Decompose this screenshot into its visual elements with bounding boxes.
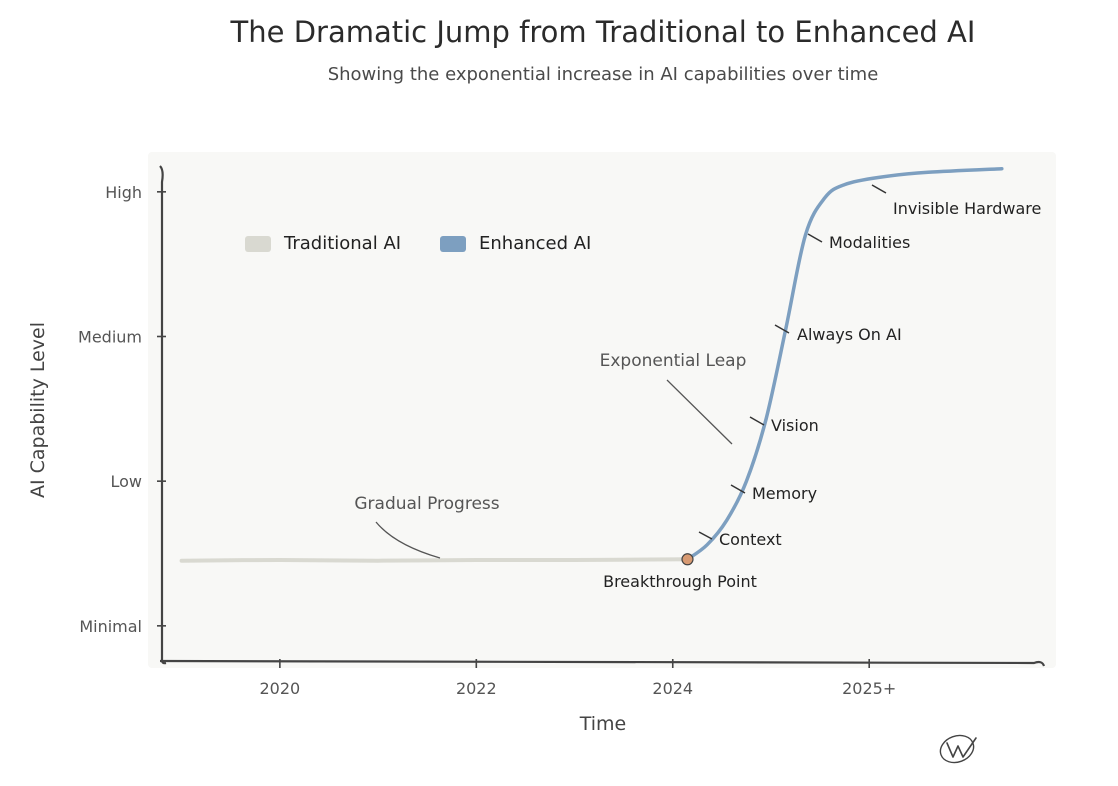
- milestone-context-label: Context: [719, 530, 782, 549]
- y-ticks: Minimal Low Medium High: [78, 183, 166, 636]
- milestone-memory: Memory: [730, 484, 817, 503]
- x-axis-line: [159, 659, 1046, 667]
- x-tick-label: 2022: [456, 679, 497, 698]
- y-tick-label: High: [105, 183, 142, 202]
- exponential-leap-label: Exponential Leap: [600, 351, 747, 371]
- milestone-modalities-tick: [807, 233, 823, 243]
- series-line-enhanced-ai: [685, 166, 1004, 562]
- exponential-leap-leader: [666, 379, 733, 445]
- milestone-invisible-hardware-tick: [871, 184, 887, 194]
- milestone-invisible-hardware-label: Invisible Hardware: [893, 199, 1041, 218]
- x-tick-label: 2024: [652, 679, 693, 698]
- x-axis-label: Time: [579, 713, 627, 735]
- y-axis-label: AI Capability Level: [27, 322, 49, 498]
- milestone-vision-tick: [749, 416, 765, 426]
- gradual-progress-leader: [375, 521, 441, 559]
- milestone-always-on-ai: Always On AI: [774, 324, 902, 344]
- y-tick-label: Medium: [78, 327, 142, 346]
- plot-background: [148, 152, 1056, 668]
- y-tick-label: Minimal: [79, 617, 142, 636]
- x-tick-label: 2025+: [842, 679, 896, 698]
- milestone-modalities-label: Modalities: [829, 233, 910, 252]
- y-axis-line: [159, 165, 167, 665]
- milestone-modalities: Modalities: [807, 233, 910, 252]
- milestone-always-on-ai-tick: [774, 324, 790, 334]
- milestone-context-tick: [698, 531, 713, 540]
- chart-subtitle: Showing the exponential increase in AI c…: [328, 64, 879, 85]
- chart-title: The Dramatic Jump from Traditional to En…: [230, 15, 976, 49]
- annotation-exponential-leap: Exponential Leap: [600, 351, 747, 445]
- breakthrough-point-marker: [681, 553, 694, 566]
- y-tick-label: Low: [110, 472, 142, 491]
- milestone-invisible-hardware: Invisible Hardware: [871, 184, 1041, 218]
- milestone-memory-label: Memory: [752, 484, 817, 503]
- x-tick-label: 2020: [260, 679, 301, 698]
- legend: Traditional AI Enhanced AI: [245, 233, 591, 254]
- gradual-progress-label: Gradual Progress: [354, 494, 499, 514]
- legend-swatch-enhanced: [440, 236, 466, 252]
- milestone-always-on-ai-label: Always On AI: [797, 325, 902, 344]
- milestone-vision-label: Vision: [771, 416, 819, 435]
- axes: [159, 165, 1046, 667]
- legend-label-traditional: Traditional AI: [283, 233, 401, 254]
- legend-label-enhanced: Enhanced AI: [479, 233, 591, 254]
- series-line-traditional-ai: [179, 557, 690, 563]
- annotation-gradual-progress: Gradual Progress: [354, 494, 500, 559]
- x-ticks: 2020 2022 2024 2025+: [260, 659, 896, 698]
- signature-logo-icon: [939, 734, 977, 764]
- milestone-vision: Vision: [749, 416, 819, 435]
- breakthrough-point-label: Breakthrough Point: [603, 572, 757, 591]
- milestone-context: Context: [698, 530, 782, 549]
- legend-swatch-traditional: [245, 236, 271, 252]
- milestone-memory-tick: [730, 484, 746, 494]
